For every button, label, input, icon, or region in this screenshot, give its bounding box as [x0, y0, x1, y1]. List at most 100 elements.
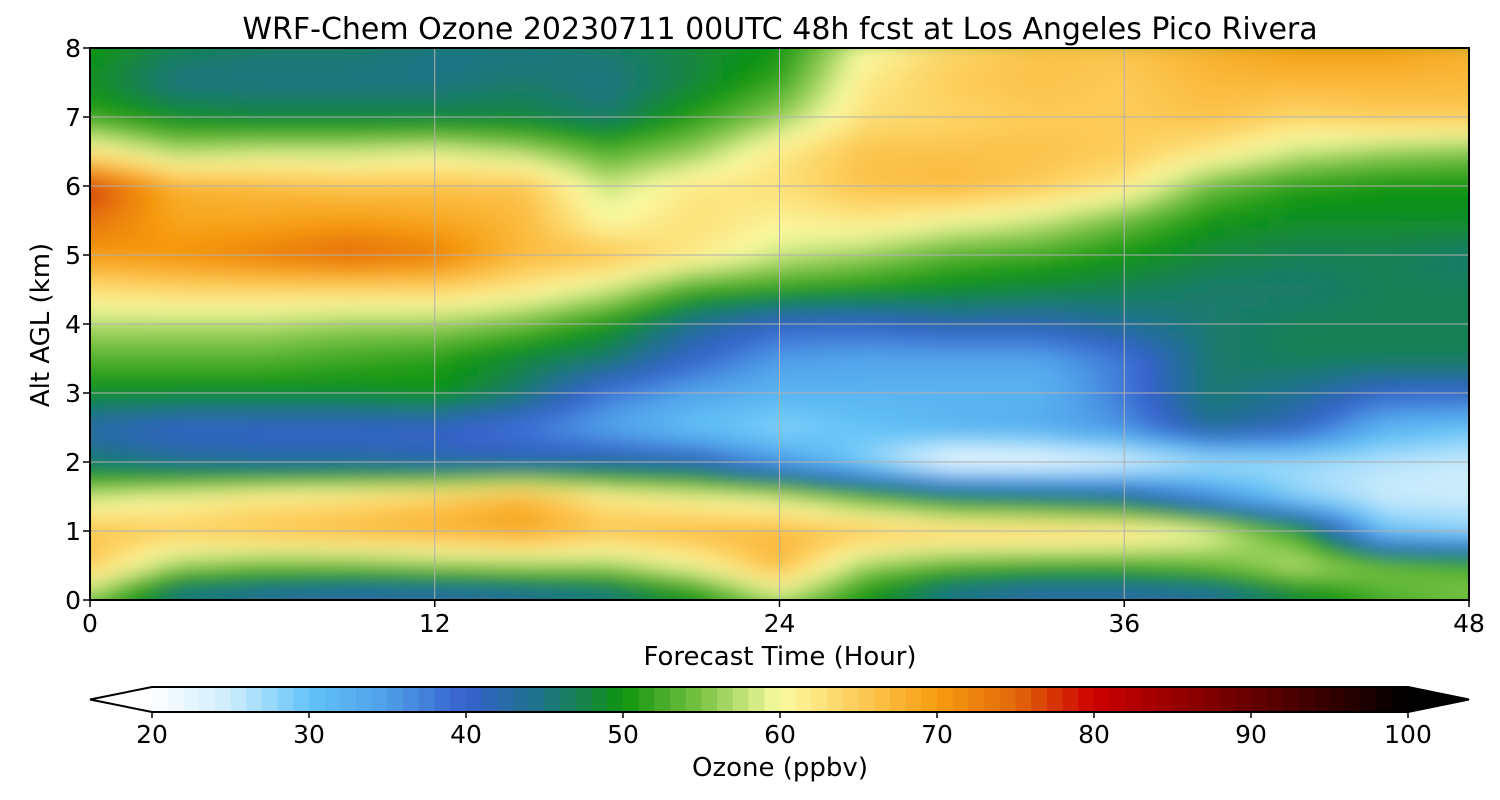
heatmap-cell: [305, 418, 321, 429]
heatmap-cell: [391, 375, 407, 386]
heatmap-cell: [1124, 513, 1140, 524]
heatmap-cell: [161, 203, 177, 213]
heatmap-cell: [449, 487, 465, 498]
heatmap-cell: [406, 505, 422, 515]
heatmap-cell: [951, 436, 968, 446]
heatmap-cell: [1368, 531, 1384, 541]
heatmap-cell: [104, 203, 120, 213]
heatmap-cell: [1354, 384, 1370, 394]
heatmap-cell: [592, 298, 608, 308]
heatmap-cell: [1397, 203, 1413, 213]
heatmap-cell: [1454, 186, 1469, 196]
heatmap-cell: [650, 436, 666, 446]
heatmap-cell: [1167, 263, 1183, 274]
heatmap-cell: [635, 229, 652, 239]
heatmap-cell: [650, 306, 666, 317]
heatmap-cell: [147, 263, 163, 274]
heatmap-cell: [1368, 220, 1384, 230]
heatmap-cell: [362, 565, 379, 575]
heatmap-cell: [305, 479, 321, 489]
heatmap-cell: [635, 324, 652, 334]
heatmap-cell: [1425, 186, 1442, 196]
heatmap-cell: [980, 349, 996, 360]
heatmap-cell: [463, 582, 479, 593]
heatmap-cell: [937, 246, 953, 256]
heatmap-cell: [276, 255, 292, 265]
heatmap-cell: [1066, 487, 1082, 498]
heatmap-cell: [951, 453, 968, 463]
heatmap-cell: [578, 470, 594, 481]
heatmap-cell: [1454, 263, 1469, 274]
heatmap-cell: [449, 505, 465, 515]
heatmap-cell: [1296, 565, 1312, 575]
heatmap-cell: [1009, 401, 1025, 412]
heatmap-cell: [923, 332, 939, 343]
heatmap-cell: [1138, 556, 1154, 567]
heatmap-cell: [1296, 418, 1312, 429]
heatmap-cell: [1210, 168, 1226, 179]
heatmap-cell: [966, 358, 982, 368]
heatmap-cell: [1296, 332, 1312, 343]
heatmap-cell: [1210, 263, 1226, 274]
heatmap-cell: [291, 358, 307, 368]
heatmap-cell: [765, 522, 781, 532]
heatmap-cell: [291, 531, 307, 541]
heatmap-cell: [1167, 444, 1183, 455]
heatmap-cell: [621, 539, 637, 550]
heatmap-cell: [104, 574, 120, 584]
heatmap-cell: [1382, 539, 1398, 550]
heatmap-cell: [635, 436, 652, 446]
heatmap-cell: [1224, 177, 1240, 187]
heatmap-cell: [219, 289, 235, 299]
heatmap-cell: [147, 367, 163, 377]
heatmap-cell: [635, 531, 652, 541]
heatmap-cell: [650, 315, 666, 325]
heatmap-cell: [966, 211, 982, 222]
heatmap-cell: [1354, 444, 1370, 455]
heatmap-cell: [219, 306, 235, 317]
heatmap-cell: [923, 298, 939, 308]
heatmap-cell: [104, 263, 120, 274]
heatmap-cell: [951, 203, 968, 213]
heatmap-cell: [1382, 229, 1398, 239]
heatmap-cell: [750, 280, 766, 291]
heatmap-cell: [750, 565, 766, 575]
heatmap-cell: [1411, 410, 1427, 420]
heatmap-cell: [736, 211, 752, 222]
heatmap-cell: [1181, 177, 1197, 187]
heatmap-cell: [564, 418, 580, 429]
heatmap-cell: [564, 263, 580, 274]
heatmap-cell: [176, 600, 191, 609]
heatmap-cell: [1296, 298, 1312, 308]
heatmap-cell: [1124, 341, 1140, 351]
heatmap-cell: [463, 229, 479, 239]
heatmap-cell: [391, 574, 407, 584]
heatmap-cell: [463, 487, 479, 498]
heatmap-cell: [750, 177, 766, 187]
heatmap-cell: [463, 332, 479, 343]
heatmap-cell: [1454, 548, 1469, 558]
heatmap-cell: [549, 487, 565, 498]
heatmap-cell: [779, 263, 795, 274]
heatmap-cell: [492, 194, 508, 205]
heatmap-cell: [736, 186, 752, 196]
heatmap-cell: [994, 306, 1011, 317]
heatmap-cell: [564, 410, 580, 420]
heatmap-cell: [520, 470, 537, 481]
heatmap-cell: [707, 479, 723, 489]
heatmap-cell: [219, 531, 235, 541]
heatmap-cell: [1081, 582, 1097, 593]
heatmap-cell: [233, 289, 249, 299]
heatmap-cell: [90, 436, 91, 446]
heatmap-cell: [564, 479, 580, 489]
heatmap-cell: [506, 462, 522, 472]
heatmap-cell: [204, 324, 221, 334]
heatmap-cell: [1425, 168, 1442, 179]
heatmap-cell: [1152, 487, 1169, 498]
heatmap-cell: [1066, 280, 1082, 291]
heatmap-cell: [750, 531, 766, 541]
heatmap-cell: [937, 582, 953, 593]
heatmap-cell: [334, 453, 350, 463]
heatmap-cell: [348, 453, 364, 463]
heatmap-cell: [506, 237, 522, 248]
